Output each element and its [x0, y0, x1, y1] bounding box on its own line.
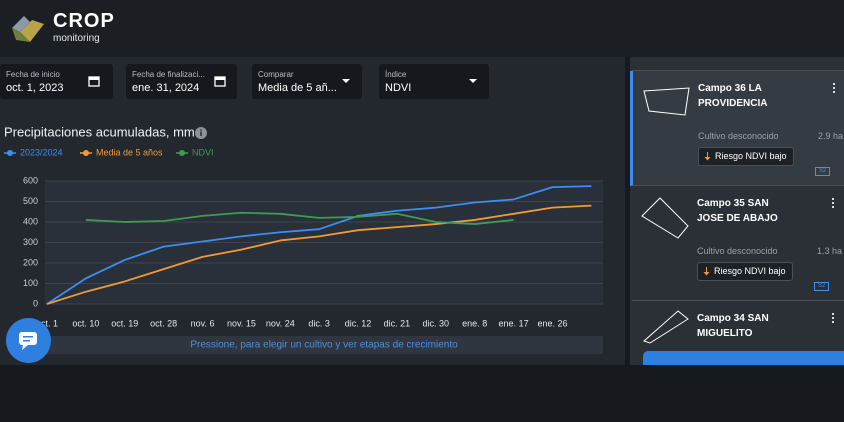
dropdown-arrow [342, 79, 350, 83]
filter-label: Índice [385, 70, 407, 79]
field-shape [643, 87, 690, 116]
y-tick-label: 600 [23, 175, 38, 185]
hint-text: Pressione, para elegir un cultivo y ver … [190, 340, 458, 351]
series-line [46, 204, 592, 305]
sensor-tag: S2 [815, 167, 831, 176]
filter-value: Media de 5 añ... [258, 82, 337, 94]
field-shape [641, 197, 689, 239]
action-button[interactable] [643, 351, 844, 365]
badge-text: Riesgo NDVI bajo [714, 266, 786, 276]
logo-title: CROP [53, 10, 115, 32]
series-line [85, 211, 514, 225]
legend-label: NDVI [192, 147, 214, 157]
menu-icon[interactable] [833, 83, 835, 95]
logo-icon [12, 16, 44, 42]
field-card[interactable]: Campo 34 SAN MIGUELITO [632, 301, 844, 365]
y-tick-label: 100 [23, 278, 38, 288]
x-tick-label: ene. 26 [537, 318, 567, 328]
x-tick-label: oct. 28 [150, 318, 177, 328]
menu-icon[interactable] [832, 313, 834, 325]
down-arrow [704, 152, 711, 161]
chat-button[interactable] [6, 318, 51, 363]
dropdown-arrow [469, 79, 477, 83]
ndvi-badge: Riesgo NDVI bajo [698, 147, 794, 166]
sensor-tag: S2 [814, 282, 830, 291]
series-line [46, 185, 592, 305]
y-tick-label: 300 [23, 237, 38, 247]
x-tick-label: dic. 30 [423, 318, 450, 328]
header: CROP monitoring [0, 0, 844, 57]
y-tick-label: 0 [33, 298, 38, 308]
x-tick-label: oct. 10 [72, 318, 99, 328]
field-area: 2.9 ha [818, 131, 844, 141]
filter-label: Fecha de finalizaci... [132, 70, 205, 79]
info-icon-dot [200, 129, 202, 131]
x-tick-label: dic. 12 [345, 318, 372, 328]
filter-label: Comparar [258, 70, 294, 79]
filter-value: ene. 31, 2024 [132, 82, 200, 94]
legend-swatch-dot [7, 150, 13, 156]
field-card[interactable]: Campo 36 LA PROVIDENCIA Cultivo desconoc… [630, 71, 844, 186]
chart: Precipitaciones acumuladas, mm Pressione… [4, 124, 603, 354]
filter-label: Fecha de inicio [6, 70, 60, 79]
x-tick-label: oct. 19 [111, 318, 138, 328]
filter-value: oct. 1, 2023 [6, 82, 64, 94]
x-tick-label: nov. 15 [227, 318, 256, 328]
field-crop: Cultivo desconocido [698, 131, 779, 141]
filter-compare[interactable]: Comparar Media de 5 añ... [252, 64, 362, 99]
chat-icon [19, 332, 37, 350]
ndvi-badge: Riesgo NDVI bajo [697, 262, 793, 281]
chart-title: Precipitaciones acumuladas, mm [4, 124, 195, 139]
legend-label: 2023/2024 [20, 147, 63, 157]
logo-subtitle: monitoring [53, 33, 100, 44]
legend-label: Media de 5 años [96, 147, 163, 157]
x-tick-label: oct. 1 [36, 318, 58, 328]
down-arrow [703, 267, 710, 276]
x-tick-label: dic. 3 [308, 318, 330, 328]
legend-swatch-dot [179, 150, 185, 156]
field-name: Campo 34 SAN MIGUELITO [697, 313, 769, 339]
field-name: Campo 35 SAN JOSE DE ABAJO [697, 198, 778, 224]
menu-icon[interactable] [832, 198, 834, 210]
x-tick-label: ene. 8 [462, 318, 487, 328]
calendar-icon [88, 76, 100, 87]
filter-value: NDVI [385, 82, 412, 94]
field-area: 1.3 ha [817, 246, 843, 256]
x-tick-label: nov. 24 [266, 318, 295, 328]
field-shape [643, 310, 689, 344]
side-top [632, 57, 844, 71]
x-tick-label: nov. 6 [191, 318, 215, 328]
badge-text: Riesgo NDVI bajo [715, 151, 787, 161]
info-icon-stem [200, 131, 202, 136]
filter-index[interactable]: Índice NDVI [379, 64, 489, 99]
calendar-icon [214, 76, 226, 87]
legend-swatch-dot [83, 150, 89, 156]
x-tick-label: dic. 21 [384, 318, 411, 328]
y-tick-label: 500 [23, 196, 38, 206]
filter-end[interactable]: Fecha de finalizaci... ene. 31, 2024 [126, 64, 237, 99]
field-name: Campo 36 LA PROVIDENCIA [698, 83, 768, 109]
hint-bar [45, 336, 603, 354]
y-tick-label: 200 [23, 257, 38, 267]
field-card[interactable]: Campo 35 SAN JOSE DE ABAJO Cultivo desco… [632, 186, 844, 301]
field-crop: Cultivo desconocido [697, 246, 778, 256]
x-tick-label: ene. 17 [499, 318, 529, 328]
y-tick-label: 400 [23, 216, 38, 226]
filter-start[interactable]: Fecha de inicio oct. 1, 2023 [0, 64, 113, 99]
